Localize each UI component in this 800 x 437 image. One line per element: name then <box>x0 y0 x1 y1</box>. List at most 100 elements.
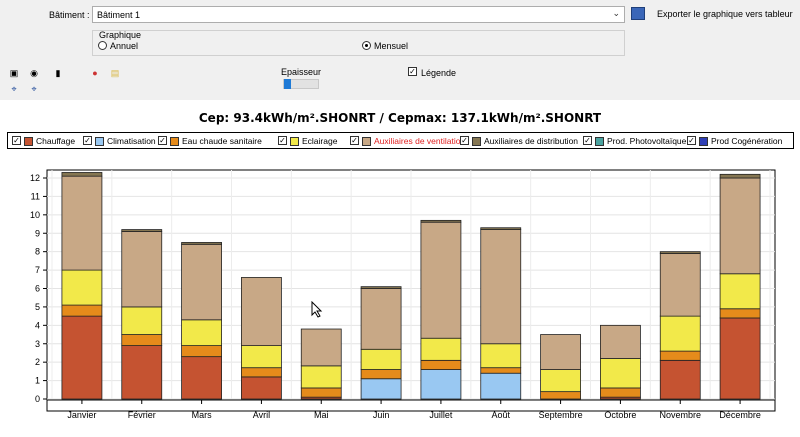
x-tick-label: Février <box>128 410 156 420</box>
legend-checkbox[interactable]: ✓ <box>278 136 287 145</box>
bar-segment <box>659 350 701 361</box>
chart-title: Cep: 93.4kWh/m².SHONRT / Cepmax: 137.1kW… <box>198 111 602 125</box>
bar-segment <box>300 387 342 398</box>
palette-icon[interactable]: ● <box>92 68 98 78</box>
batiment-select-value: Bâtiment 1 <box>97 10 141 20</box>
bar-segment <box>121 229 163 232</box>
x-tick-label: Mars <box>192 410 212 420</box>
legend-label: Climatisation <box>107 136 156 146</box>
bar-segment <box>420 337 462 361</box>
bar-segment <box>360 286 402 289</box>
graphique-group-title: Graphique <box>99 30 142 40</box>
y-tick-label: 4 <box>35 320 40 330</box>
zoom-fit-icon[interactable]: ⌖ <box>11 84 17 94</box>
radio-mensuel-label: Mensuel <box>374 41 409 51</box>
bar-segment <box>719 273 761 310</box>
legend-checkbox[interactable]: ✓ <box>12 136 21 145</box>
bar-segment <box>181 242 222 245</box>
y-tick-label: 12 <box>30 173 40 183</box>
bar-segment <box>61 315 103 400</box>
y-tick-label: 10 <box>30 210 40 220</box>
legend-checkbox[interactable]: ✓ <box>460 136 469 145</box>
legend-label: Eclairage <box>302 136 338 146</box>
legend-checkbox[interactable]: ✓ <box>83 136 92 145</box>
bar-segment <box>659 251 701 254</box>
epaisseur-slider-thumb[interactable] <box>284 79 291 89</box>
export-button[interactable]: Exporter le graphique vers tableur <box>629 5 800 24</box>
bar-segment <box>241 345 282 369</box>
x-tick-label: Mai <box>314 410 329 420</box>
legend-label: Auxiliaires de ventilation <box>374 136 466 146</box>
bar-segment <box>360 378 402 400</box>
bar-segment <box>659 315 701 352</box>
legend-swatch <box>362 137 371 146</box>
batiment-select[interactable]: Bâtiment 1 ⌄ <box>92 6 625 23</box>
bar-segment <box>360 348 402 370</box>
y-tick-label: 2 <box>35 357 40 367</box>
legend-swatch <box>595 137 604 146</box>
bar-segment <box>121 345 163 400</box>
bar-segment <box>659 359 701 400</box>
bar-segment <box>719 308 761 319</box>
legende-checkbox[interactable]: ✓ <box>408 67 417 76</box>
bar-segment <box>360 288 402 350</box>
bar-segment <box>300 365 342 389</box>
legend-checkbox[interactable]: ✓ <box>583 136 592 145</box>
bar-segment <box>181 345 222 358</box>
mouse-cursor-icon <box>311 301 323 318</box>
y-tick-label: 5 <box>35 302 40 312</box>
legend-checkbox[interactable]: ✓ <box>158 136 167 145</box>
bar-segment <box>181 319 222 346</box>
zoom-reset-icon[interactable]: ⌖ <box>31 84 37 94</box>
y-tick-label: 3 <box>35 339 40 349</box>
legend-checkbox[interactable]: ✓ <box>687 136 696 145</box>
bar-segment <box>480 372 522 400</box>
bar-segment <box>480 227 522 230</box>
bar-segment <box>121 231 163 308</box>
epaisseur-label: Epaisseur <box>281 67 322 77</box>
spreadsheet-icon <box>631 7 645 20</box>
legend-checkbox[interactable]: ✓ <box>350 136 359 145</box>
bar-segment <box>540 391 581 400</box>
bar-segment <box>181 243 222 321</box>
bar-segment <box>181 356 222 400</box>
chart-legend: ✓ Chauffage ✓ Climatisation ✓ Eau chaude sani… <box>7 132 794 149</box>
bar-segment <box>300 328 342 367</box>
x-tick-label: Août <box>491 410 510 420</box>
bar-segment <box>719 173 761 179</box>
radio-annuel[interactable] <box>98 41 107 50</box>
legend-label: Prod Cogénération <box>711 136 783 146</box>
bar-segment <box>540 369 581 393</box>
bar-segment <box>241 376 282 400</box>
y-tick-label: 1 <box>35 376 40 386</box>
y-tick-label: 6 <box>35 284 40 294</box>
camera-icon[interactable]: ◉ <box>30 68 38 78</box>
legend-swatch <box>472 137 481 146</box>
bar-segment <box>600 324 641 359</box>
bar-segment <box>420 359 462 370</box>
legend-swatch <box>95 137 104 146</box>
batiment-label: Bâtiment : <box>49 10 90 20</box>
folder-icon[interactable]: ▤ <box>110 68 120 78</box>
bar-segment <box>659 253 701 317</box>
x-tick-label: Avril <box>253 410 270 420</box>
bar-segment <box>61 172 103 177</box>
bar-chart-icon[interactable]: ▮ <box>55 68 61 78</box>
legend-label: Chauffage <box>36 136 76 146</box>
bar-segment <box>600 358 641 389</box>
bar-segment <box>540 334 581 370</box>
epaisseur-slider-track[interactable] <box>283 79 319 89</box>
bar-segment <box>420 219 462 223</box>
bar-segment <box>61 269 103 306</box>
save-icon[interactable]: ▣ <box>9 68 19 78</box>
bar-segment <box>719 177 761 275</box>
radio-mensuel[interactable] <box>362 41 371 50</box>
y-tick-label: 11 <box>31 191 40 201</box>
y-tick-label: 9 <box>35 228 40 238</box>
legend-label: Auxiliaires de distribution <box>484 136 579 146</box>
legend-swatch <box>24 137 33 146</box>
y-tick-label: 7 <box>35 265 40 275</box>
legend-swatch <box>699 137 708 146</box>
bar-segment <box>420 221 462 339</box>
